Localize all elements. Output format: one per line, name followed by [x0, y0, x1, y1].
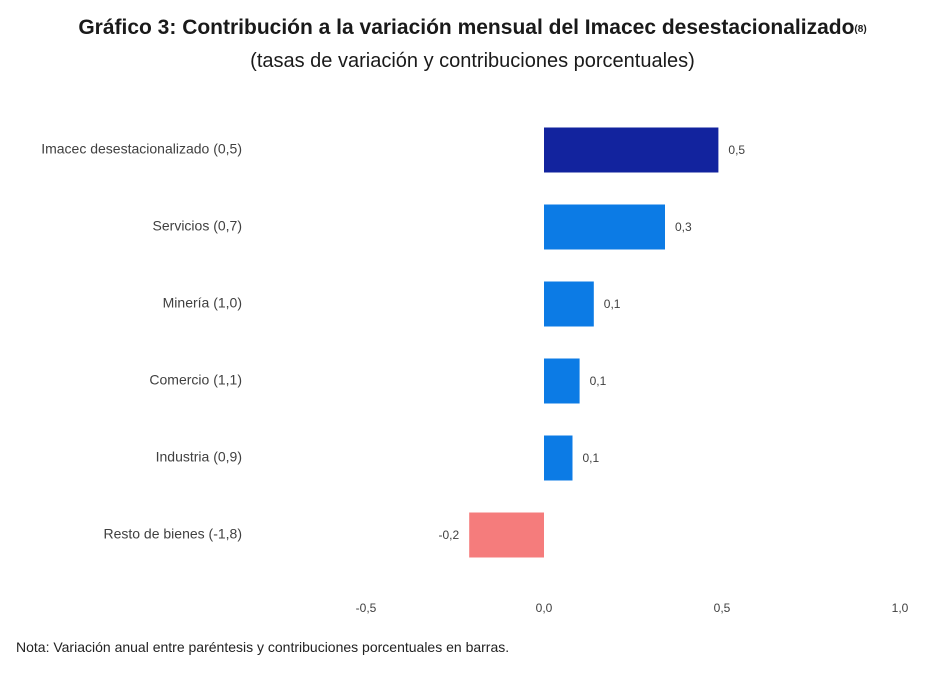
data-label-4: 0,1	[583, 451, 600, 465]
x-axis: -0,5 0,0 0,5 1,0	[356, 601, 909, 615]
bar-3	[544, 358, 580, 404]
category-label-4: Industria (0,9)	[156, 449, 242, 465]
category-label-2: Minería (1,0)	[163, 295, 242, 311]
data-label-5: -0,2	[439, 528, 460, 542]
category-label-1: Servicios (0,7)	[153, 218, 242, 234]
bar-4	[544, 435, 573, 481]
bar-5	[469, 512, 544, 558]
x-tick-label-2: 0,5	[714, 601, 731, 615]
chart-title-text: Gráfico 3: Contribución a la variación m…	[78, 16, 855, 39]
data-label-0: 0,5	[728, 143, 745, 157]
bar-0	[544, 127, 719, 173]
x-tick-label-3: 1,0	[892, 601, 909, 615]
data-label-3: 0,1	[590, 374, 607, 388]
x-tick-label-0: -0,5	[356, 601, 377, 615]
category-label-5: Resto de bienes (-1,8)	[103, 526, 242, 542]
data-label-1: 0,3	[675, 220, 692, 234]
category-label-0: Imacec desestacionalizado (0,5)	[41, 141, 242, 157]
category-label-3: Comercio (1,1)	[149, 372, 242, 388]
bar-1	[544, 204, 665, 250]
chart-header: Gráfico 3: Contribución a la variación m…	[0, 14, 945, 76]
data-label-2: 0,1	[604, 297, 621, 311]
chart-subtitle: (tasas de variación y contribuciones por…	[250, 50, 695, 72]
bar-2	[544, 281, 594, 327]
labels-layer: Imacec desestacionalizado (0,5) 0,5 Servic…	[41, 141, 745, 542]
chart-note: Nota: Variación anual entre paréntesis y…	[16, 639, 510, 655]
x-tick-label-1: 0,0	[536, 601, 553, 615]
bars-layer	[469, 127, 719, 558]
chart-title-footnote-marker: (8)	[854, 24, 867, 35]
chart-title: Gráfico 3: Contribución a la variación m…	[0, 14, 945, 44]
